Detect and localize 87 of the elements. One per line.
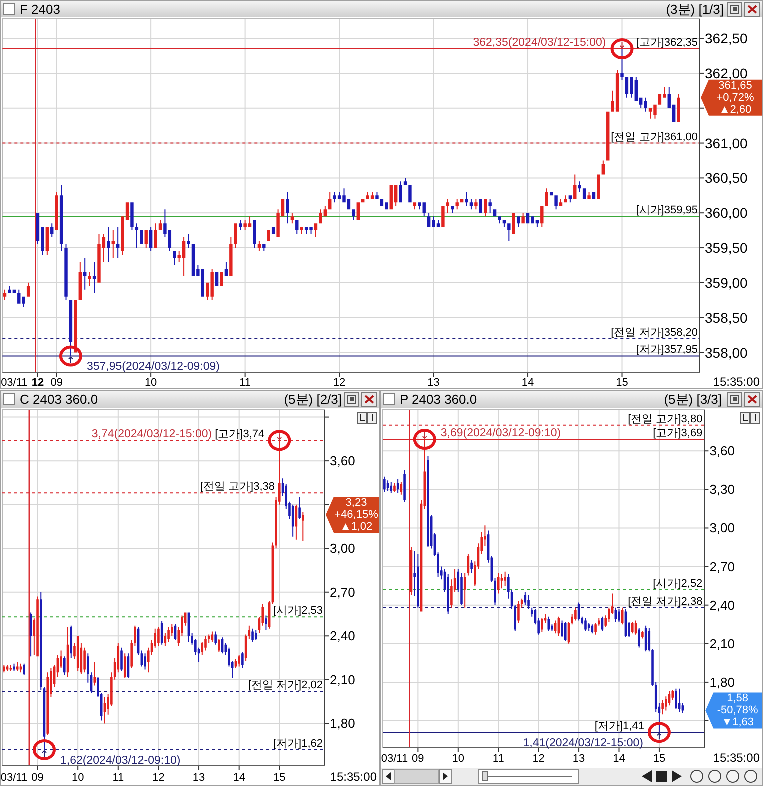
x-tick-label: 12 (532, 753, 545, 765)
x-tick-label: 11 (112, 772, 124, 784)
y-tick-label: 2,10 (710, 636, 736, 652)
ref-line-label: [고가]362,35 (636, 37, 698, 50)
y-tick-label: 362,50 (705, 30, 748, 47)
y-tick-label: 1,80 (710, 674, 736, 690)
y-tick-label: 3,30 (710, 482, 736, 498)
x-tick-label: 14 (233, 772, 246, 784)
x-tick-label: 13 (572, 753, 586, 765)
chart-subtitle: (5분) [3/3] (664, 392, 722, 407)
annotation: 1,62(2024/03/12-09:10) (60, 754, 181, 767)
chart-subtitle: (5분) [2/3] (284, 392, 342, 407)
candlestick (187, 234, 190, 248)
ref-line-label: [전일 고가]3,80 (628, 413, 703, 426)
x-tick-label: 03/11 (1, 377, 28, 389)
y-tick-label: 2,10 (330, 672, 356, 688)
x-tick-label: 14 (522, 377, 534, 389)
annotation: 362,35(2024/03/12-15:00) (473, 37, 606, 50)
y-tick-label: 358,50 (705, 310, 748, 326)
candlestick (84, 258, 87, 290)
candlestick (92, 262, 96, 294)
x-tick-label: 09 (50, 377, 63, 389)
x-tick-label: 13 (428, 377, 440, 389)
candlestick (112, 230, 115, 258)
candlestick (488, 199, 492, 214)
ref-line-label: [전일 저가]2,02 (248, 680, 323, 692)
candlestick (465, 192, 468, 206)
y-tick-label: 2,70 (330, 584, 356, 600)
candlestick (302, 512, 304, 542)
y-tick-label: 362,00 (705, 65, 748, 82)
annotation: 3,69(2024/03/12-09:10) (440, 428, 562, 440)
ref-line-label: [전일 저가]2,38 (628, 596, 703, 608)
annotation: 357,95(2024/03/12-09:09) (86, 361, 220, 374)
x-tick-label: 09 (32, 772, 44, 784)
y-tick-label: 3,60 (710, 444, 736, 459)
x-tick-label: 11 (240, 377, 252, 389)
y-tick-label: 2,70 (710, 559, 736, 574)
x-tick-label: 09 (412, 753, 424, 765)
y-tick-label: 361,00 (705, 135, 748, 152)
x-tick-label: 15 (616, 377, 628, 389)
y-tick-label: 1,80 (330, 716, 356, 732)
annotation: 3,74(2024/03/12-15:00) (92, 428, 212, 441)
ref-line-label: [저가]1,41 (594, 720, 644, 733)
candlestick (116, 227, 120, 258)
ref-line-label: [전일 고가]3,38 (200, 481, 276, 494)
y-tick-label: 358,00 (705, 344, 748, 361)
x-axis-title: 15:35:00 (713, 751, 760, 765)
x-tick-label: 03/11 (0, 772, 28, 784)
ref-line-label: [시가]2,52 (653, 578, 703, 590)
x-tick-label: 10 (72, 772, 84, 784)
y-tick-label: 359,00 (705, 274, 748, 291)
chart-title: F 2403 (20, 2, 60, 17)
y-tick-label: 3,00 (710, 520, 736, 536)
x-tick-label: 15 (274, 772, 286, 784)
annotation: 1,41(2024/03/12-15:00) (523, 738, 644, 750)
candlestick (88, 272, 92, 286)
chart-title: C 2403 360.0 (20, 392, 98, 407)
candlestick (107, 227, 110, 262)
x-tick-label: 10 (144, 377, 158, 389)
y-tick-label: 2,40 (330, 628, 356, 644)
y-tick-label: 360,50 (705, 170, 748, 186)
x-tick-label: 03/11 (381, 753, 408, 765)
ref-line-label: [전일 저가]358,20 (611, 326, 698, 339)
y-tick-label: 2,40 (710, 598, 736, 613)
y-tick-label: 3,00 (330, 541, 356, 556)
x-axis-title: 15:35:00 (330, 770, 378, 784)
ref-line-label: [저가]1,62 (273, 738, 323, 750)
ref-line-label: [고가]3,74 (215, 428, 265, 441)
y-tick-label: 359,50 (705, 240, 748, 256)
ref-line-label: [전일 고가]361,00 (611, 131, 698, 144)
x-tick-label: 13 (192, 772, 206, 784)
x-tick-label: 11 (492, 753, 504, 765)
x-tick-label: 12 (32, 377, 44, 389)
ref-line-label: [시가]2,53 (273, 605, 323, 618)
chart-title: P 2403 360.0 (400, 392, 478, 407)
y-tick-label: 3,60 (330, 454, 356, 469)
x-axis-title: 15:35:00 (713, 375, 760, 389)
x-tick-label: 12 (333, 377, 346, 389)
x-tick-label: 15 (653, 753, 666, 765)
ref-line-label: [시가]359,95 (636, 204, 698, 217)
x-tick-label: 14 (613, 753, 626, 765)
x-tick-label: 10 (452, 753, 465, 765)
chart-subtitle: (3분) [1/3] (666, 2, 724, 17)
x-tick-label: 12 (152, 772, 165, 784)
ref-line-label: [저가]357,95 (636, 344, 698, 356)
y-tick-label: 360,00 (705, 205, 748, 222)
ref-line-label: [고가]3,69 (653, 428, 703, 440)
